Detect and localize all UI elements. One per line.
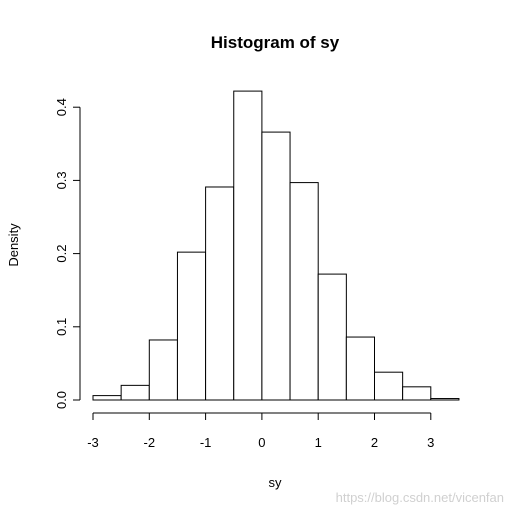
y-axis-label: Density xyxy=(6,223,21,267)
bars-group xyxy=(92,90,460,401)
y-axis: 0.0 0.1 0.2 0.3 0.4 xyxy=(54,98,81,409)
y-tick-label: 0.4 xyxy=(54,98,69,116)
histogram-bar xyxy=(176,251,207,401)
y-tick-label: 0.1 xyxy=(54,318,69,336)
y-tick-label: 0.3 xyxy=(54,171,69,189)
x-tick-label: 1 xyxy=(315,435,322,450)
x-axis-label: sy xyxy=(269,475,283,490)
histogram-bar xyxy=(317,273,347,401)
y-tick-label: 0.2 xyxy=(54,245,69,263)
histogram-bar xyxy=(120,384,150,401)
histogram-bar xyxy=(402,386,432,401)
histogram-bar xyxy=(289,182,319,401)
chart-title: Histogram of sy xyxy=(211,33,340,52)
histogram-bar xyxy=(92,395,122,401)
histogram-bar xyxy=(345,336,376,401)
x-tick-label: -2 xyxy=(144,435,156,450)
histogram-bar xyxy=(233,90,263,401)
histogram-bar xyxy=(374,371,404,401)
histogram-bar xyxy=(148,339,178,401)
y-tick-label: 0.0 xyxy=(54,391,69,409)
x-tick-label: 3 xyxy=(427,435,434,450)
x-tick-label: 0 xyxy=(258,435,265,450)
x-tick-label: 2 xyxy=(371,435,378,450)
x-tick-label: -1 xyxy=(200,435,212,450)
watermark: https://blog.csdn.net/vicenfan xyxy=(335,490,504,505)
x-axis: -3 -2 -1 0 1 2 3 xyxy=(87,412,434,450)
histogram-bar xyxy=(205,186,235,401)
x-tick-label: -3 xyxy=(87,435,99,450)
histogram-bar xyxy=(261,131,291,401)
histogram-bar xyxy=(430,398,460,401)
